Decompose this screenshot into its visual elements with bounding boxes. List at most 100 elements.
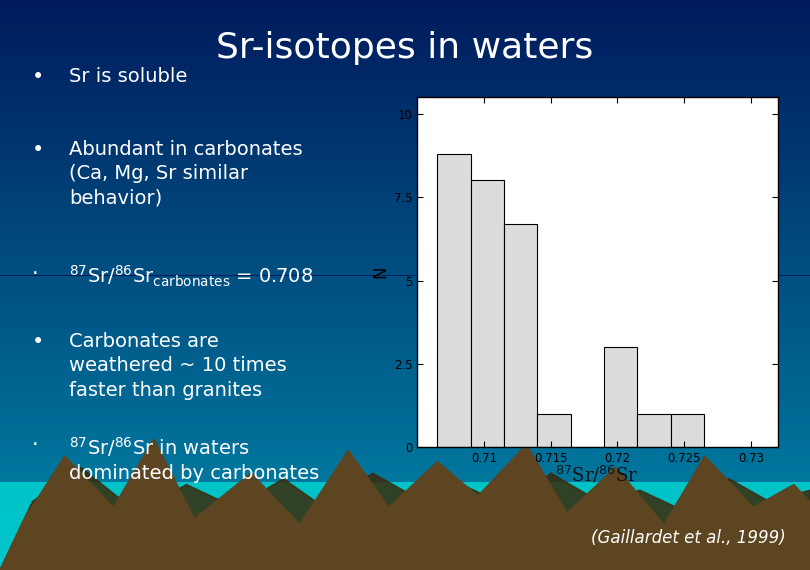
Bar xyxy=(0,568,810,570)
Bar xyxy=(0,221,810,222)
Bar xyxy=(0,68,810,70)
Bar xyxy=(504,224,537,447)
Bar xyxy=(0,446,810,449)
Bar xyxy=(0,496,810,498)
Bar xyxy=(0,494,810,496)
Bar xyxy=(0,312,810,314)
Bar xyxy=(0,76,810,78)
Bar xyxy=(0,481,810,483)
Bar xyxy=(0,302,810,304)
Bar xyxy=(0,67,810,68)
Bar xyxy=(0,59,810,61)
Text: ·: · xyxy=(32,434,38,455)
Bar xyxy=(0,325,810,327)
Bar xyxy=(0,228,810,230)
Bar xyxy=(0,532,810,534)
Bar xyxy=(0,270,810,272)
Bar xyxy=(0,395,810,397)
Bar xyxy=(0,84,810,86)
Bar xyxy=(0,101,810,103)
Bar xyxy=(0,279,810,281)
Bar xyxy=(0,93,810,95)
Bar xyxy=(0,21,810,23)
Bar xyxy=(0,104,810,107)
Bar xyxy=(0,268,810,270)
Bar xyxy=(0,86,810,87)
Bar xyxy=(0,224,810,226)
Bar xyxy=(0,528,810,530)
Bar xyxy=(0,82,810,84)
Bar xyxy=(0,7,810,10)
Bar xyxy=(0,386,810,388)
Bar xyxy=(0,359,810,361)
Bar xyxy=(0,289,810,291)
Bar xyxy=(0,129,810,131)
Bar xyxy=(0,384,810,386)
Bar xyxy=(0,374,810,376)
Bar xyxy=(0,91,810,93)
Bar xyxy=(0,144,810,146)
Bar xyxy=(0,382,810,384)
Bar xyxy=(0,399,810,401)
Bar xyxy=(0,372,810,374)
Bar xyxy=(0,164,810,165)
Bar xyxy=(0,428,810,429)
Bar xyxy=(0,355,810,357)
Bar xyxy=(0,306,810,308)
Bar xyxy=(0,327,810,329)
Bar xyxy=(0,332,810,335)
Bar xyxy=(0,15,810,17)
Bar xyxy=(0,449,810,450)
Bar xyxy=(0,331,810,332)
Bar xyxy=(0,95,810,97)
Bar xyxy=(0,192,810,194)
Bar xyxy=(0,317,810,319)
Bar xyxy=(0,249,810,251)
Bar xyxy=(0,196,810,198)
Bar xyxy=(0,97,810,99)
Bar xyxy=(0,72,810,74)
Bar xyxy=(0,555,810,557)
Bar xyxy=(0,292,810,295)
Bar xyxy=(0,80,810,82)
Text: Sr-isotopes in waters: Sr-isotopes in waters xyxy=(216,31,594,66)
Bar xyxy=(0,352,810,353)
Bar xyxy=(0,420,810,422)
Bar xyxy=(537,414,571,447)
Bar xyxy=(0,296,810,298)
Bar xyxy=(0,336,810,338)
Bar xyxy=(0,551,810,553)
Bar xyxy=(0,167,810,169)
Bar xyxy=(0,479,810,481)
Bar xyxy=(0,154,810,156)
Bar xyxy=(0,182,810,184)
Bar xyxy=(0,314,810,315)
Bar xyxy=(0,142,810,144)
Bar xyxy=(0,370,810,372)
Bar xyxy=(0,64,810,67)
Bar xyxy=(0,295,810,296)
Bar xyxy=(0,44,810,46)
Bar xyxy=(0,103,810,104)
Bar xyxy=(0,161,810,164)
Bar xyxy=(0,361,810,363)
Bar xyxy=(0,431,810,433)
Bar xyxy=(0,120,810,121)
Bar xyxy=(0,542,810,543)
Bar xyxy=(0,308,810,310)
Bar xyxy=(0,463,810,466)
Bar xyxy=(0,137,810,139)
Bar xyxy=(0,353,810,355)
Bar xyxy=(0,287,810,289)
Bar xyxy=(0,335,810,336)
Bar xyxy=(0,393,810,395)
Bar xyxy=(0,175,810,177)
Bar xyxy=(0,258,810,260)
Bar xyxy=(0,34,810,36)
Bar xyxy=(0,264,810,266)
Bar xyxy=(0,406,810,409)
Bar xyxy=(0,304,810,306)
Bar xyxy=(0,74,810,76)
Bar xyxy=(0,256,810,258)
Bar xyxy=(0,30,810,32)
